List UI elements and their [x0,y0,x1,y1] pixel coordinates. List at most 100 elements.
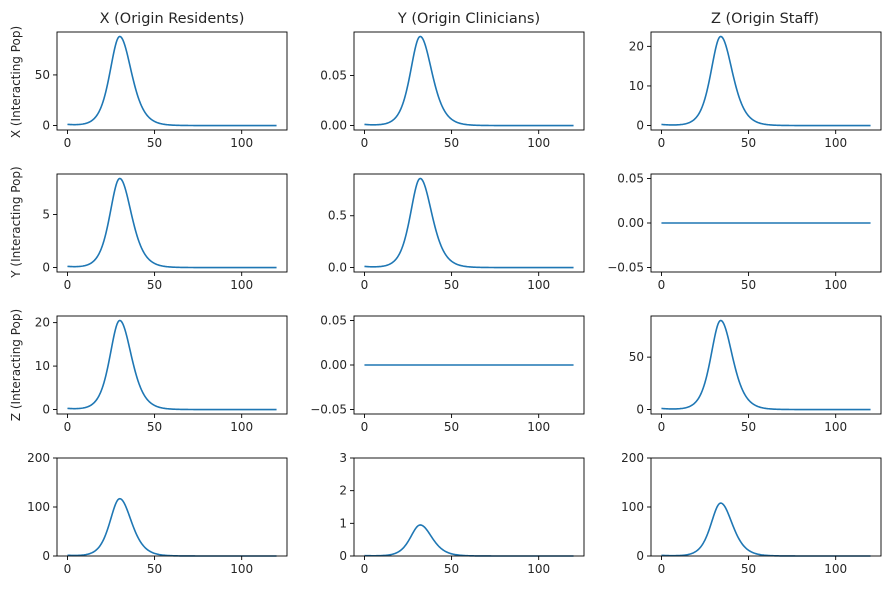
x-tick-label-r2c1-0: 0 [361,420,369,434]
panel-r3c1: 0 50 100 0 1 2 3 [339,451,585,576]
x-tick-label-r0c2-1: 50 [741,136,756,150]
y-tick-label-r3c2-0: 0 [636,549,644,563]
panel-r1c0: 0 50 100 0 5 [42,173,288,292]
panel-r2c0: 0 50 100 0 10 20 [35,315,288,434]
column-title-y: Y (Origin Clinicians) [397,11,540,27]
x-tick-label-r3c0-2: 100 [230,562,253,576]
y-tick-label-r3c0-1: 100 [27,500,50,514]
x-tick-label-r1c2-1: 50 [741,278,756,292]
x-tick-label-r2c0-1: 50 [147,420,162,434]
y-tick-label-r3c0-2: 200 [27,451,50,465]
x-tick-label-r0c2-0: 0 [658,136,666,150]
x-tick-label-r3c0-1: 50 [147,562,162,576]
y-tick-label-r2c1-2: 0.05 [320,313,347,327]
panel-r3c0: 0 50 100 0 100 200 [27,451,288,576]
x-tick-label-r1c2-2: 100 [824,278,847,292]
series-line-r2c2 [661,319,871,411]
x-tick-label-r1c0-1: 50 [147,278,162,292]
x-tick-label-r0c0-2: 100 [230,136,253,150]
series-line-r1c0 [67,177,277,269]
series-line-r0c0 [67,35,277,127]
y-tick-label-r1c2-2: 0.05 [617,171,644,185]
panel-r0c2: 0 50 100 0 10 20 [629,31,882,150]
axes-frame-r0c0 [56,31,288,131]
x-tick-label-r2c0-0: 0 [64,420,72,434]
x-tick-label-r0c0-0: 0 [64,136,72,150]
x-tick-label-r0c2-2: 100 [824,136,847,150]
row-label-x: X (Interacting Pop) [9,26,23,138]
y-tick-label-r3c1-1: 1 [339,516,347,530]
row-label-y: Y (Interacting Pop) [9,166,23,278]
row-labels: X (Interacting Pop) Y (Interacting Pop) … [9,26,23,421]
x-tick-label-r3c1-2: 100 [527,562,550,576]
x-tick-label-r2c1-2: 100 [527,420,550,434]
axes-frame-r0c1 [353,31,585,131]
axes-frame-r1c0 [56,173,288,273]
x-tick-label-r3c1-0: 0 [361,562,369,576]
y-tick-label-r2c2-0: 0 [636,403,644,417]
y-tick-label-r0c2-0: 0 [636,119,644,133]
x-tick-label-r1c0-2: 100 [230,278,253,292]
series-line-r0c1 [364,35,574,127]
y-tick-label-r0c2-2: 20 [629,39,644,53]
x-tick-label-r2c1-1: 50 [444,420,459,434]
y-tick-label-r3c1-0: 0 [339,549,347,563]
column-title-z: Z (Origin Staff) [711,11,819,27]
axes-frame-r2c0 [56,315,288,415]
series-line-r2c0 [67,319,277,411]
column-titles: X (Origin Residents) Y (Origin Clinician… [100,11,819,27]
x-tick-label-r3c2-1: 50 [741,562,756,576]
axes-frame-r3c1 [353,457,585,557]
y-tick-label-r1c2-1: 0.00 [617,216,644,230]
x-tick-label-r2c2-2: 100 [824,420,847,434]
series-line-r1c1 [364,177,574,269]
x-tick-label-r0c0-1: 50 [147,136,162,150]
y-tick-label-r3c2-2: 200 [621,451,644,465]
y-tick-label-r2c1-1: 0.00 [320,358,347,372]
panel-r0c0: 0 50 100 0 50 [35,31,288,150]
x-tick-label-r3c0-0: 0 [64,562,72,576]
row-label-z: Z (Interacting Pop) [9,309,23,421]
y-tick-label-r1c2-0: −0.05 [607,261,644,275]
x-tick-label-r3c1-1: 50 [444,562,459,576]
y-tick-label-r3c2-1: 100 [621,500,644,514]
panel-r0c1: 0 50 100 0.00 0.05 [320,31,585,150]
x-tick-label-r3c2-0: 0 [658,562,666,576]
y-tick-label-r2c2-1: 50 [629,350,644,364]
y-tick-label-r0c0-0: 0 [42,119,50,133]
series-line-r0c2 [661,35,871,127]
axes-frame-r1c1 [353,173,585,273]
x-tick-label-r2c2-1: 50 [741,420,756,434]
y-tick-label-r2c0-2: 20 [35,316,50,330]
y-tick-label-r1c1-1: 0.5 [328,209,347,223]
panel-r2c2: 0 50 100 0 50 [629,315,882,434]
y-tick-label-r0c2-1: 10 [629,79,644,93]
y-tick-label-r3c1-2: 2 [339,484,347,498]
y-tick-label-r3c0-0: 0 [42,549,50,563]
x-tick-label-r0c1-1: 50 [444,136,459,150]
y-tick-label-r1c0-0: 0 [42,261,50,275]
y-tick-label-r2c0-1: 10 [35,359,50,373]
panel-r1c1: 0 50 100 0.0 0.5 [328,173,585,292]
y-tick-label-r1c1-0: 0.0 [328,261,347,275]
axes-frame-r2c2 [650,315,882,415]
x-tick-label-r1c1-1: 50 [444,278,459,292]
y-tick-label-r2c0-0: 0 [42,403,50,417]
panel-r3c2: 0 50 100 0 100 200 [621,451,882,576]
axes-frame-r0c2 [650,31,882,131]
column-title-x: X (Origin Residents) [100,11,245,27]
x-tick-label-r1c2-0: 0 [658,278,666,292]
y-tick-label-r3c1-3: 3 [339,451,347,465]
x-tick-label-r0c1-2: 100 [527,136,550,150]
x-tick-label-r0c1-0: 0 [361,136,369,150]
y-tick-label-r2c1-0: −0.05 [310,403,347,417]
y-tick-label-r0c0-1: 50 [35,68,50,82]
x-tick-label-r1c1-0: 0 [361,278,369,292]
x-tick-label-r1c0-0: 0 [64,278,72,292]
x-tick-label-r2c0-2: 100 [230,420,253,434]
y-tick-label-r0c1-0: 0.00 [320,119,347,133]
x-tick-label-r2c2-0: 0 [658,420,666,434]
x-tick-label-r3c2-2: 100 [824,562,847,576]
